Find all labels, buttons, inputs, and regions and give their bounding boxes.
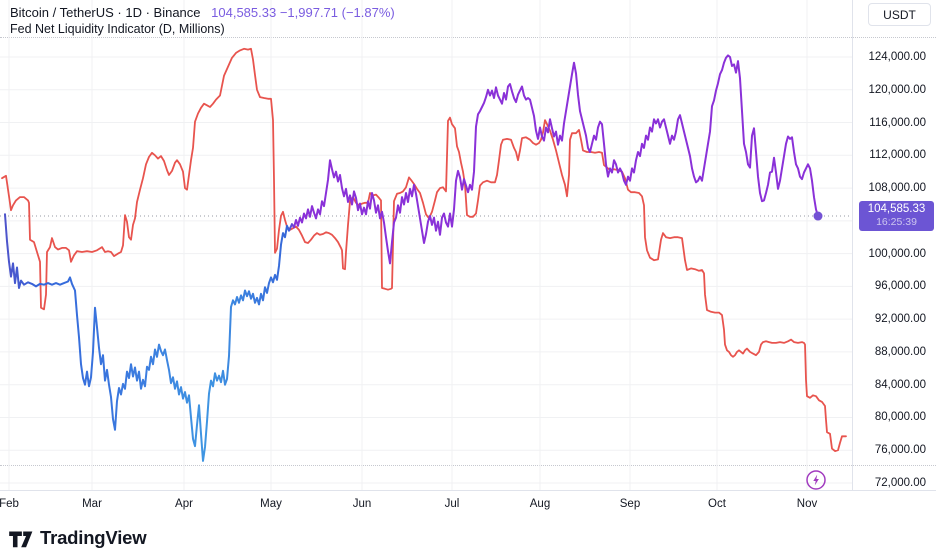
price-axis-label: 72,000.00 [874,477,926,489]
tradingview-logo-text: TradingView [40,527,147,548]
price-axis-label: 80,000.00 [874,411,926,424]
symbol-title: Bitcoin / TetherUS · 1D · Binance [10,5,201,20]
lightning-icon [806,470,826,490]
price-axis-label: 76,000.00 [874,444,926,457]
symbol-quote: 104,585.33 −1,997.71 (−1.87%) [211,5,395,20]
time-axis-label: Sep [619,498,641,510]
last-price-dot [813,211,823,221]
last-price-badge: 104,585.33 16:25:39 [859,201,934,232]
legend: Bitcoin / TetherUS · 1D · Binance 104,58… [10,5,395,37]
btc-price-line [4,54,819,462]
price-axis[interactable]: 104,585.33 16:25:39 124,000.00 120,000.00… [852,0,936,490]
chart-canvas[interactable] [0,0,852,490]
time-axis-label: Mar [82,498,102,510]
price-axis-label: 116,000.00 [869,116,926,129]
currency-toggle-button[interactable]: USDT [868,3,931,26]
price-axis-label: 88,000.00 [874,345,926,358]
badge-time: 16:25:39 [876,216,917,229]
indicator-title: Fed Net Liquidity Indicator (D, Millions… [10,22,225,36]
price-axis-label: 120,000.00 [868,83,926,96]
time-axis-label: Oct [708,498,726,510]
boost-button[interactable] [805,469,827,491]
time-axis-label: Aug [529,498,551,510]
bottom-dotted-separator [0,465,936,466]
time-axis-label: Feb [0,498,19,510]
time-axis-label: May [260,498,282,510]
top-dotted-separator [0,37,936,38]
price-axis-label: 92,000.00 [874,313,926,326]
footer: TradingView [0,516,936,560]
price-axis-label: 84,000.00 [874,378,926,391]
symbol-legend-row[interactable]: Bitcoin / TetherUS · 1D · Binance 104,58… [10,5,395,20]
tradingview-logo-icon [9,531,33,547]
gridlines [0,0,852,490]
indicator-legend-row[interactable]: Fed Net Liquidity Indicator (D, Millions… [10,22,395,37]
time-axis[interactable]: Feb Mar Apr May Jun Jul Aug Sep Oct Nov [0,490,936,516]
price-axis-label: 100,000.00 [868,247,926,260]
fed-net-liquidity-line [1,47,847,453]
time-axis-label: Nov [796,498,818,510]
price-axis-label: 124,000.00 [868,51,926,63]
time-axis-label: Apr [175,498,193,510]
price-axis-label: 96,000.00 [874,280,926,293]
time-axis-label: Jul [444,498,460,510]
tradingview-logo[interactable]: TradingView [9,527,147,549]
price-axis-label: 112,000.00 [869,149,926,162]
price-axis-label: 108,000.00 [868,182,926,195]
badge-price: 104,585.33 [867,203,926,216]
time-axis-label: Jun [352,498,372,510]
